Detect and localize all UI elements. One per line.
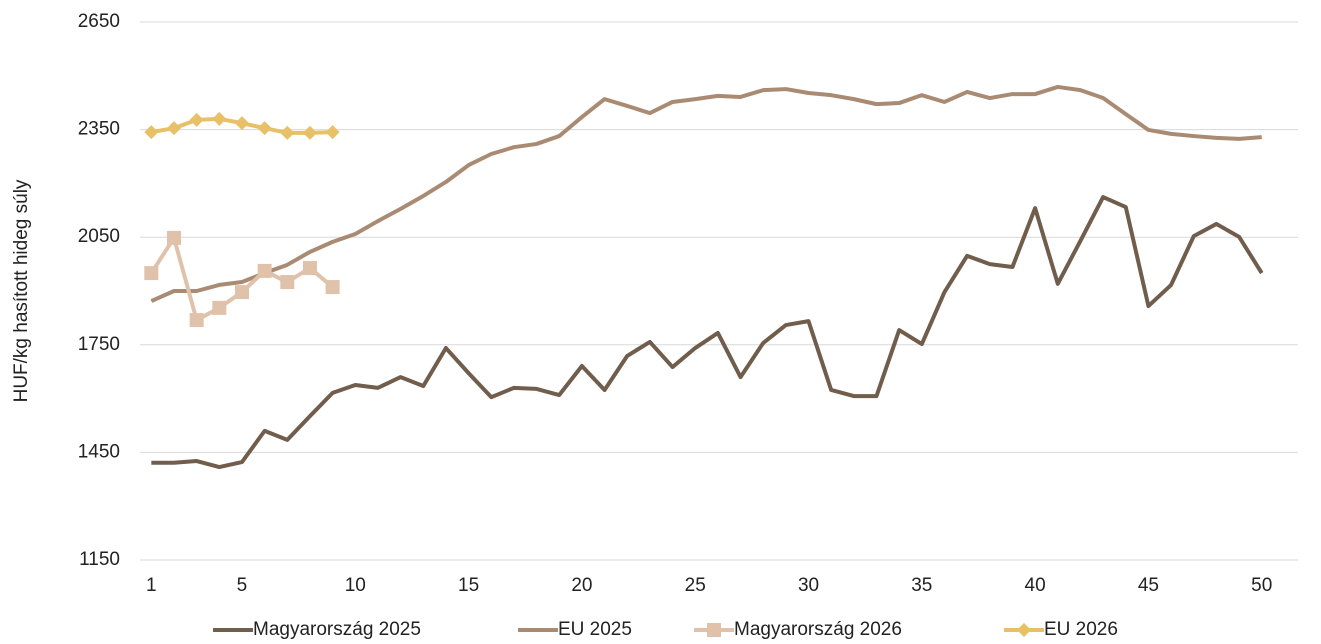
- x-tick-label: 20: [571, 575, 592, 596]
- series-line: [151, 195, 1264, 470]
- legend-label: Magyarország 2025: [253, 619, 421, 640]
- marker: [325, 280, 340, 295]
- x-tick-label: 30: [798, 575, 819, 596]
- marker: [257, 121, 272, 136]
- marker: [234, 285, 249, 300]
- y-tick-label: 2650: [78, 11, 120, 32]
- marker: [280, 275, 295, 290]
- legend-label: Magyarország 2026: [734, 619, 902, 640]
- y-tick-label: 1450: [78, 441, 120, 462]
- marker: [1017, 623, 1031, 637]
- x-tick-label: 10: [345, 575, 366, 596]
- marker: [212, 300, 227, 315]
- marker: [166, 230, 181, 245]
- marker: [144, 266, 159, 281]
- marker: [257, 263, 272, 278]
- marker: [189, 313, 204, 328]
- y-tick-label: 1750: [78, 334, 120, 355]
- y-tick-label: 1150: [79, 549, 120, 570]
- x-tick-label: 15: [458, 575, 479, 596]
- marker: [234, 116, 249, 131]
- series-line: [149, 235, 334, 323]
- marker: [166, 121, 181, 136]
- x-tick-label: 25: [685, 575, 706, 596]
- x-tick-label: 45: [1138, 575, 1159, 596]
- y-axis-label: HUF/kg hasított hideg súly: [11, 179, 32, 402]
- legend-label: EU 2025: [558, 619, 632, 640]
- x-tick-label: 35: [911, 575, 932, 596]
- x-tick-label: 40: [1025, 575, 1046, 596]
- marker: [302, 125, 317, 140]
- series-line: [150, 84, 1262, 303]
- marker: [325, 125, 340, 140]
- marker: [280, 125, 295, 140]
- marker: [707, 623, 721, 637]
- x-tick-label: 1: [146, 575, 157, 596]
- x-tick-label: 5: [237, 575, 248, 596]
- legend-label: EU 2026: [1044, 619, 1118, 640]
- marker: [189, 112, 204, 127]
- y-tick-label: 2350: [78, 119, 120, 140]
- y-tick-label: 2050: [78, 226, 120, 247]
- marker: [144, 125, 159, 140]
- marker: [212, 111, 227, 126]
- marker: [302, 261, 317, 276]
- x-tick-label: 50: [1251, 575, 1272, 596]
